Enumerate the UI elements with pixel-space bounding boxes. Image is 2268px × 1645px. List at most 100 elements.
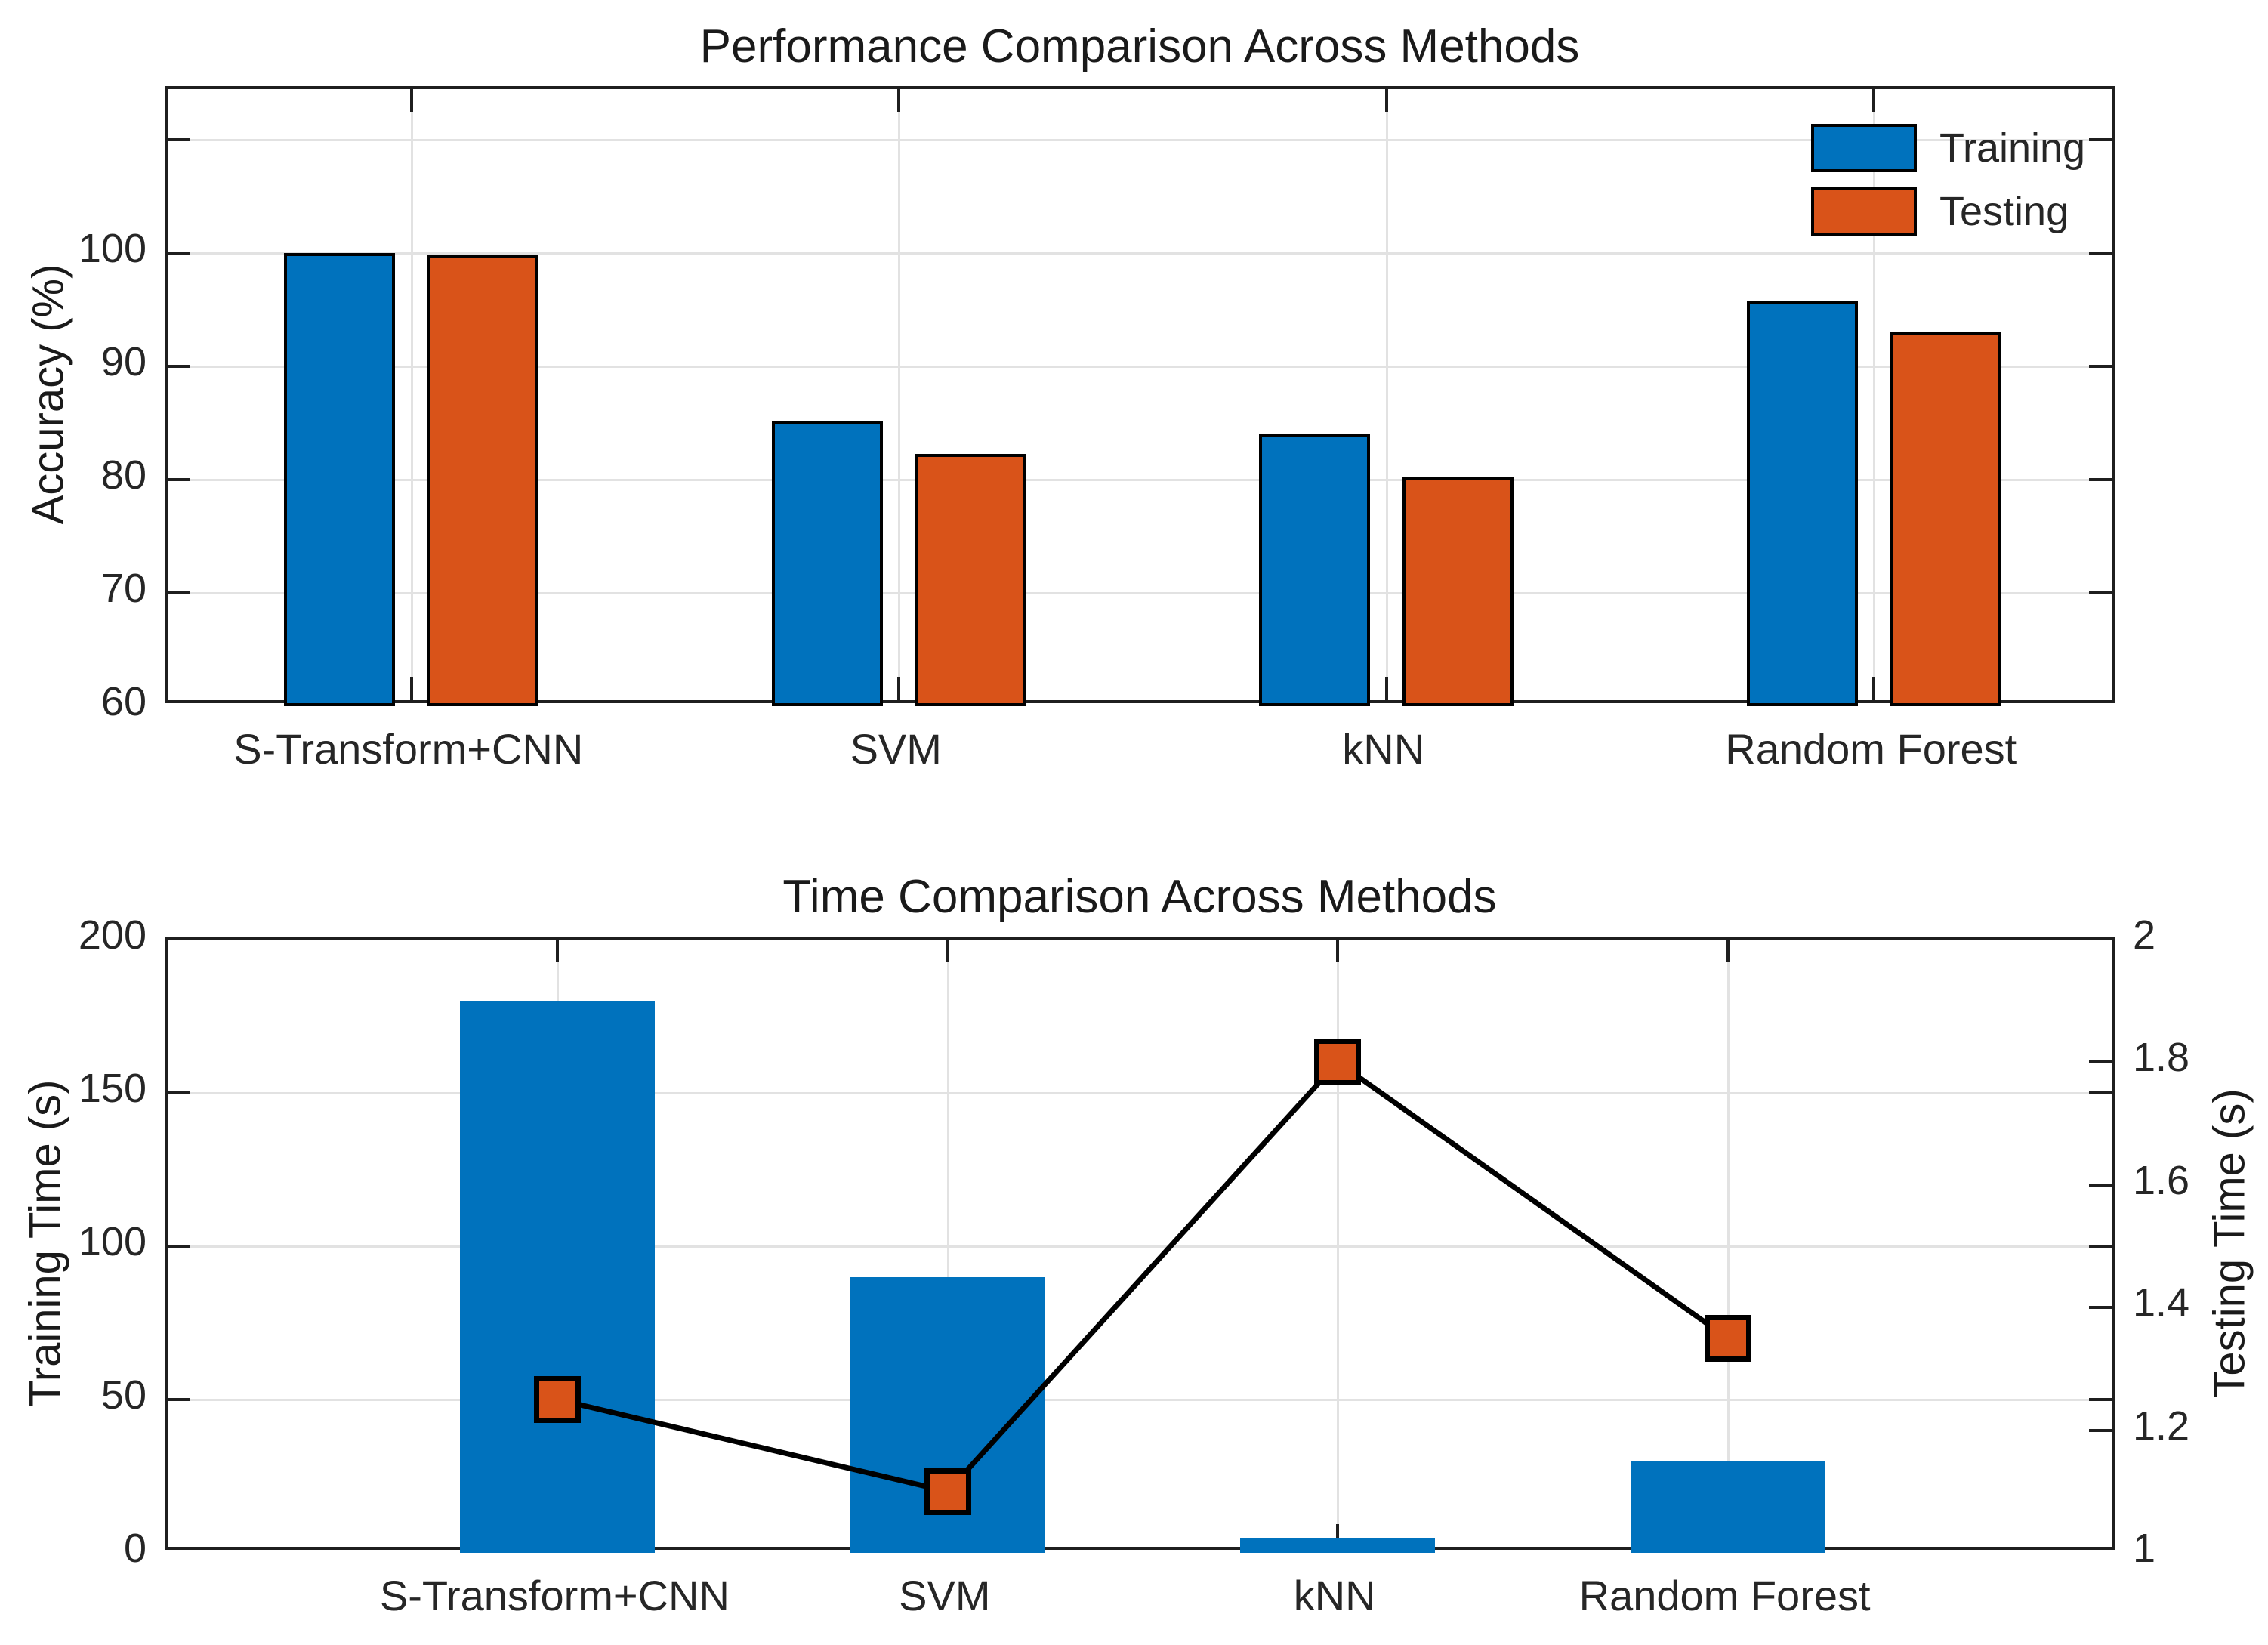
legend-label: Testing — [1939, 189, 2069, 234]
tick-mark — [409, 677, 413, 700]
tick-mark — [2089, 1245, 2112, 1248]
tick-mark — [2089, 1428, 2112, 1432]
tick-mark — [168, 1245, 190, 1248]
tick-mark — [409, 89, 413, 112]
tick-mark — [1872, 677, 1876, 700]
y-tick-label: 2 — [2133, 912, 2156, 958]
bar-testing-S-Transform+CNN — [427, 255, 539, 706]
x-category-label: Random Forest — [1725, 725, 2017, 773]
tick-mark — [2089, 1091, 2112, 1094]
accuracy-plot-area — [165, 86, 2115, 706]
marker-testing-time-S-Transform+CNN — [534, 1376, 582, 1423]
bar-testing-kNN — [1402, 476, 1514, 706]
tick-mark — [2089, 1183, 2112, 1187]
gridline — [1337, 940, 1340, 1547]
gridline — [1873, 89, 1876, 700]
tick-mark — [168, 252, 190, 255]
bar-testing-Random Forest — [1890, 331, 2001, 706]
tick-mark — [2089, 591, 2112, 595]
x-category-label: SVM — [899, 1572, 991, 1619]
gridline — [168, 1092, 2112, 1094]
y-tick-label: 1.2 — [2133, 1403, 2190, 1449]
y-tick-label: 1 — [2133, 1526, 2156, 1571]
bar-training-time-Random Forest — [1630, 1461, 1825, 1553]
gridline — [898, 89, 901, 700]
gridline — [168, 1245, 2112, 1248]
gridline — [1726, 940, 1730, 1547]
tick-mark — [946, 940, 949, 962]
bar-training-kNN — [1259, 434, 1371, 706]
tick-mark — [1336, 1524, 1340, 1547]
marker-testing-time-SVM — [924, 1468, 971, 1515]
x-category-label: SVM — [850, 725, 942, 773]
gridline — [168, 592, 2112, 595]
accuracy-chart-title: Performance Comparison Across Methods — [699, 20, 1580, 73]
time-chart-title: Time Comparison Across Methods — [782, 871, 1497, 923]
y-tick-label: 1.8 — [2133, 1035, 2190, 1081]
y-tick-label: 0 — [123, 1526, 147, 1571]
tick-mark — [168, 478, 190, 482]
y-tick-label: 100 — [78, 226, 147, 272]
bar-training-SVM — [771, 421, 883, 706]
gridline — [168, 1399, 2112, 1401]
marker-testing-time-kNN — [1314, 1039, 1362, 1086]
x-category-label: kNN — [1342, 725, 1425, 773]
tick-mark — [897, 677, 901, 700]
y-tick-label: 60 — [100, 679, 147, 724]
legend-swatch-training — [1811, 124, 1917, 172]
tick-mark — [2089, 252, 2112, 255]
legend-row: Testing — [1811, 187, 2113, 236]
y-tick-label: 100 — [78, 1219, 147, 1264]
y-tick-label: 90 — [100, 339, 147, 385]
testing-time-line — [557, 1058, 1730, 1495]
legend-swatch-testing — [1811, 187, 1917, 236]
tick-mark — [1384, 89, 1388, 112]
y-tick-label: 70 — [100, 566, 147, 612]
tick-mark — [1726, 940, 1730, 962]
gridline — [168, 366, 2112, 369]
y-tick-label: 200 — [78, 912, 147, 958]
tick-mark — [897, 89, 901, 112]
bar-testing-SVM — [915, 453, 1026, 706]
y-tick-label: 150 — [78, 1066, 147, 1111]
x-category-label: Random Forest — [1578, 1572, 1871, 1619]
tick-mark — [168, 591, 190, 595]
legend-label: Training — [1939, 125, 2086, 171]
tick-mark — [556, 940, 560, 962]
bar-training-Random Forest — [1746, 301, 1858, 706]
bar-training-time-kNN — [1240, 1537, 1436, 1553]
tick-mark — [2089, 1398, 2112, 1401]
gridline — [168, 479, 2112, 482]
tick-mark — [168, 138, 190, 142]
time-plot-area — [165, 937, 2115, 1553]
tick-mark — [1384, 677, 1388, 700]
tick-mark — [168, 1091, 190, 1094]
tick-mark — [168, 1398, 190, 1401]
tick-mark — [1872, 89, 1876, 112]
gridline — [410, 89, 413, 700]
marker-testing-time-Random Forest — [1704, 1314, 1751, 1362]
y-tick-label: 80 — [100, 452, 147, 498]
tick-mark — [2089, 1306, 2112, 1310]
tick-mark — [168, 365, 190, 369]
y-tick-label: 1.4 — [2133, 1280, 2190, 1326]
testing-time-y-axis-label: Testing Time (s) — [2205, 1088, 2254, 1398]
x-category-label: S-Transform+CNN — [379, 1572, 730, 1619]
gridline — [1385, 89, 1388, 700]
gridline — [946, 940, 949, 1547]
x-category-label: kNN — [1293, 1572, 1376, 1619]
tick-mark — [2089, 138, 2112, 142]
y-tick-label: 1.6 — [2133, 1157, 2190, 1203]
tick-mark — [1336, 940, 1340, 962]
legend-row: Training — [1811, 124, 2113, 172]
tick-mark — [2089, 365, 2112, 369]
bar-training-S-Transform+CNN — [284, 253, 396, 706]
gridline — [168, 139, 2112, 142]
y-tick-label: 50 — [100, 1372, 147, 1418]
tick-mark — [2089, 1060, 2112, 1064]
x-category-label: S-Transform+CNN — [233, 725, 584, 773]
tick-mark — [2089, 478, 2112, 482]
gridline — [168, 252, 2112, 255]
bar-training-time-S-Transform+CNN — [460, 1001, 656, 1553]
